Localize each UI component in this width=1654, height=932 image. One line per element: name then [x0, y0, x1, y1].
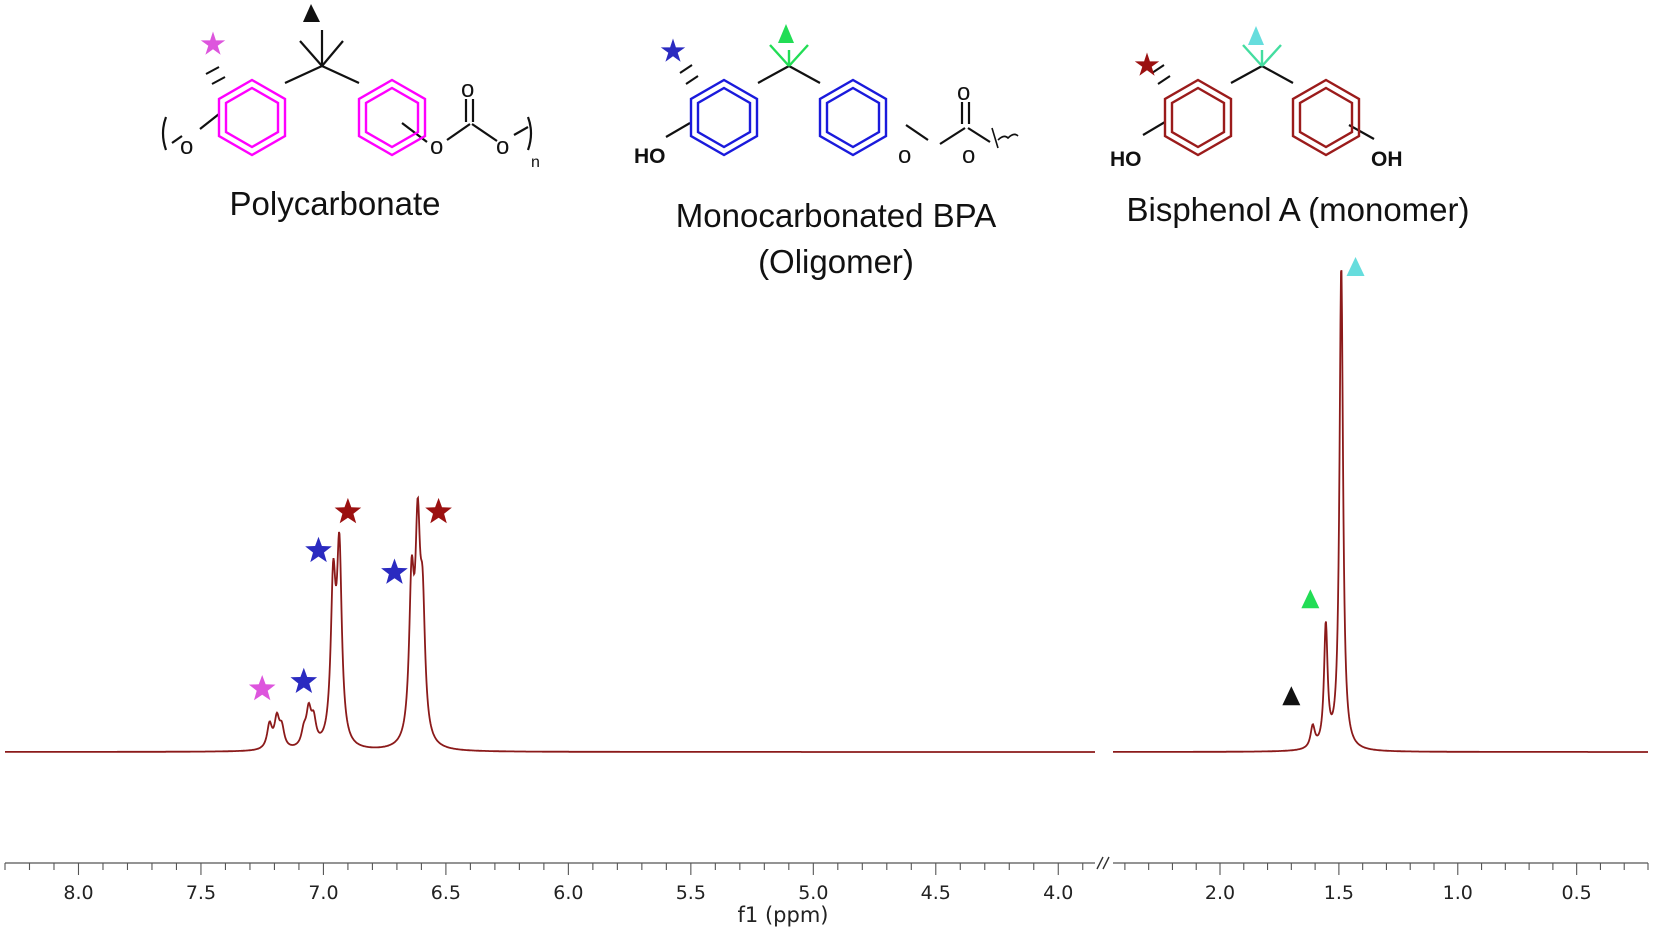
peak-star-icon	[248, 675, 276, 701]
x-tick-label: 2.0	[1205, 882, 1235, 904]
peak-star-icon	[305, 536, 332, 563]
x-tick-label: 0.5	[1562, 882, 1592, 904]
bisphenol-a-structure: HO OH Bisphenol A (monomer)	[1110, 26, 1470, 228]
ho-label: HO	[634, 145, 666, 168]
peak-star-icon	[290, 667, 318, 693]
x-tick-label: 4.5	[921, 882, 951, 904]
x-tick-label: 4.0	[1043, 882, 1073, 904]
peak-star-icon	[381, 558, 408, 584]
x-tick-label: 1.5	[1324, 882, 1354, 904]
x-tick-label: 7.0	[308, 882, 338, 904]
x-tick-label: 5.0	[798, 882, 828, 904]
axis-break-mark	[1102, 856, 1110, 870]
spectrum-trace-segment-1	[5, 495, 1095, 753]
o-mid-label: o	[430, 133, 443, 160]
bisphenol-triangle-icon	[1248, 26, 1264, 45]
o-top-label: o	[461, 76, 474, 103]
peak-star-icon	[425, 497, 452, 524]
monocarbonated-triangle-icon	[778, 24, 794, 43]
peak-triangle-icon	[1301, 589, 1320, 609]
polycarbonate-title: Polycarbonate	[230, 185, 441, 222]
ho-label: HO	[1110, 148, 1142, 171]
peak-star-icon	[334, 497, 362, 524]
peak-markers	[248, 257, 1365, 706]
bisphenol-star-icon	[1134, 52, 1160, 76]
x-tick-label: 5.5	[676, 882, 706, 904]
o-right-label: o	[962, 142, 975, 169]
x-axis-label: f1 (ppm)	[738, 903, 829, 927]
x-tick-label: 1.0	[1443, 882, 1473, 904]
x-tick-label: 7.5	[186, 882, 216, 904]
polycarbonate-star-icon	[200, 31, 226, 55]
monocarbonated-structure: HO o o o Monocarbonated BPA (Oligomer)	[634, 24, 1019, 280]
x-tick-label: 6.5	[431, 882, 461, 904]
o-mid-label: o	[898, 142, 911, 169]
polycarbonate-triangle-icon	[303, 4, 320, 22]
monocarbonated-subtitle: (Oligomer)	[758, 243, 914, 280]
x-tick-label: 6.0	[553, 882, 583, 904]
nmr-spectrum	[5, 270, 1648, 753]
axis-break-mark	[1096, 856, 1104, 870]
oh-label: OH	[1371, 148, 1403, 171]
o-left-label: o	[180, 133, 193, 160]
o-right-label: o	[496, 133, 509, 160]
peak-triangle-icon	[1282, 686, 1301, 706]
bisphenol-title: Bisphenol A (monomer)	[1126, 191, 1469, 228]
o-top-label: o	[957, 79, 970, 106]
monocarbonated-title: Monocarbonated BPA	[676, 197, 996, 234]
spectrum-trace-segment-2	[1113, 270, 1648, 753]
polycarbonate-structure: o o o o n Polycarbonate	[161, 4, 540, 222]
n-subscript: n	[531, 154, 540, 171]
x-axis: 8.0 7.5 7.0 6.5 6.0 5.5 5.0 4.5 4.0 2.0 1.5 1.0 0.5	[4, 856, 1649, 904]
peak-triangle-icon	[1346, 257, 1365, 276]
x-tick-label: 8.0	[63, 882, 93, 904]
monocarbonated-star-icon	[660, 38, 686, 62]
